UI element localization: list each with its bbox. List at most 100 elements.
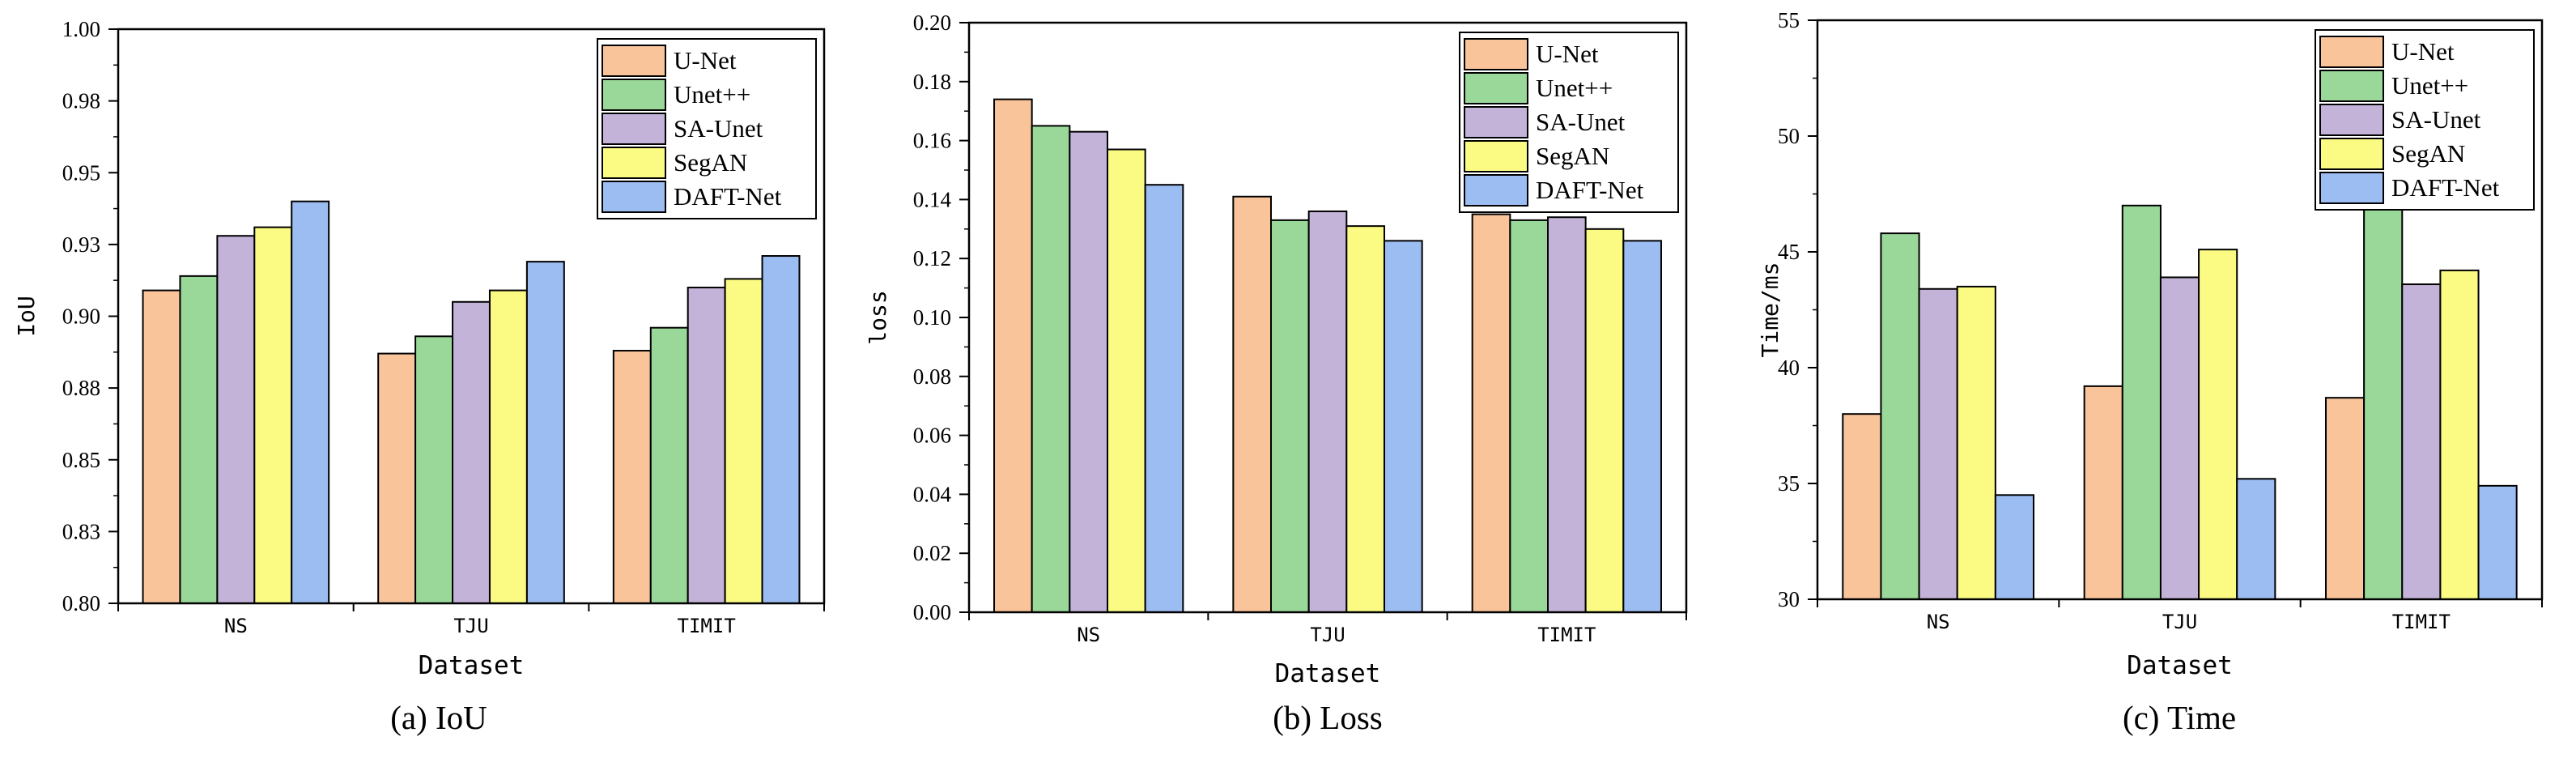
y-axis-label: IoU (13, 296, 40, 337)
bar-segan-ns (253, 226, 293, 604)
legend-swatch (601, 147, 666, 179)
legend: U-Net Unet++ SA-Unet SegAN DAFT-Net (597, 38, 817, 219)
bar-daft-net-ns (291, 200, 330, 604)
bar-segan-ns (1107, 148, 1146, 613)
y-tick-label: 0.14 (913, 187, 952, 211)
bar-segan-timit (724, 278, 763, 604)
legend-label: U-Net (1536, 40, 1599, 68)
y-tick-label: 0.83 (62, 519, 100, 543)
y-tick-label: 0.80 (62, 591, 100, 615)
y-tick-label: 0.04 (913, 482, 952, 506)
y-axis-label: Time/ms (1757, 262, 1783, 357)
bar-daft-net-ns (1144, 184, 1184, 613)
legend-swatch (1464, 140, 1528, 172)
x-axis-label: Dataset (419, 651, 525, 680)
bar-sa-unet-tju (1307, 210, 1348, 613)
legend-label: DAFT-Net (2391, 173, 2500, 202)
legend-label: U-Net (674, 46, 737, 75)
legend-swatch (2319, 36, 2384, 68)
panel-caption: (b) Loss (1273, 699, 1383, 736)
x-tick-label: NS (224, 615, 248, 637)
bar-unet--timit (2363, 207, 2404, 600)
y-tick-label: 0.85 (62, 448, 100, 472)
legend: U-Net Unet++ SA-Unet SegAN DAFT-Net (1459, 32, 1679, 213)
bar-segan-timit (2439, 269, 2480, 600)
bar-sa-unet-ns (1918, 287, 1958, 600)
legend-label: SA-Unet (674, 114, 763, 143)
legend: U-Net Unet++ SA-Unet SegAN DAFT-Net (2315, 29, 2535, 211)
legend-swatch (601, 79, 666, 111)
legend-label: Unet++ (2391, 71, 2468, 100)
y-tick-label: 40 (1778, 356, 1800, 380)
legend-label: Unet++ (1536, 74, 1613, 102)
bar-daft-net-timit (1622, 240, 1662, 613)
legend-swatch (1464, 174, 1528, 207)
bar-u-net-timit (612, 350, 652, 604)
bar-sa-unet-tju (452, 300, 491, 604)
legend-swatch (601, 113, 666, 145)
bar-u-net-ns (993, 98, 1033, 613)
bar-unet--ns (1880, 232, 1920, 600)
bar-unet--timit (649, 326, 689, 604)
legend-label: SegAN (1536, 142, 1609, 170)
legend-label: SA-Unet (2391, 105, 2481, 134)
legend-label: SegAN (674, 148, 747, 177)
bar-segan-tju (488, 289, 528, 604)
y-tick-label: 35 (1778, 471, 1800, 496)
y-tick-label: 0.16 (913, 129, 951, 153)
x-tick-label: TIMIT (2392, 611, 2451, 633)
bar-unet--ns (1031, 125, 1071, 613)
y-tick-label: 0.00 (913, 600, 951, 624)
chart-panel-2: NS TJU TIMIT 30 35 40 45 50 55 Time/ms Dataset (c) … (1757, 8, 2544, 736)
x-tick-label: TJU (2162, 611, 2197, 633)
bar-daft-net-timit (761, 255, 801, 604)
bar-unet--timit (1509, 219, 1549, 613)
legend-swatch (2319, 104, 2384, 136)
bar-daft-net-tju (1383, 240, 1423, 613)
x-axis-label: Dataset (2127, 651, 2233, 680)
bar-u-net-ns (142, 289, 181, 604)
bar-u-net-tju (1232, 195, 1272, 613)
legend-label: U-Net (2391, 37, 2455, 66)
bar-sa-unet-tju (2159, 276, 2200, 600)
bar-daft-net-tju (2236, 478, 2276, 601)
bar-sa-unet-timit (687, 287, 726, 604)
legend-label: DAFT-Net (1536, 176, 1644, 204)
legend-label: DAFT-Net (674, 182, 782, 211)
bar-daft-net-tju (525, 261, 565, 604)
y-axis-label: loss (865, 290, 891, 344)
y-tick-label: 0.20 (913, 11, 951, 35)
y-tick-label: 50 (1778, 124, 1800, 148)
y-tick-label: 0.98 (62, 89, 100, 113)
y-tick-label: 55 (1778, 8, 1800, 32)
bar-unet--tju (2121, 204, 2162, 601)
y-tick-label: 1.00 (62, 17, 100, 41)
legend-swatch (1464, 72, 1528, 104)
legend-swatch (1464, 106, 1528, 138)
legend-swatch (2319, 70, 2384, 102)
y-tick-label: 45 (1778, 240, 1800, 264)
legend-label: Unet++ (674, 80, 750, 109)
x-tick-label: TJU (1310, 624, 1345, 646)
y-tick-label: 0.12 (913, 246, 951, 270)
bar-u-net-ns (1842, 413, 1882, 601)
x-tick-label: NS (1927, 611, 1950, 633)
panel-caption: (a) IoU (390, 699, 487, 736)
y-tick-label: 0.93 (62, 232, 100, 257)
bar-u-net-tju (2083, 385, 2123, 600)
legend-swatch (601, 181, 666, 213)
bar-sa-unet-timit (1547, 216, 1587, 613)
bar-u-net-timit (1471, 213, 1511, 613)
bar-daft-net-timit (2477, 484, 2518, 600)
x-axis-label: Dataset (1275, 659, 1381, 688)
bar-sa-unet-timit (2401, 283, 2442, 600)
bar-unet--tju (414, 335, 454, 604)
panel-caption: (c) Time (2123, 699, 2236, 736)
legend-swatch (2319, 172, 2384, 204)
y-tick-label: 0.18 (913, 70, 951, 94)
bar-u-net-tju (377, 352, 417, 604)
y-tick-label: 0.06 (913, 424, 951, 448)
bar-sa-unet-ns (216, 235, 256, 604)
bar-segan-timit (1584, 228, 1625, 613)
